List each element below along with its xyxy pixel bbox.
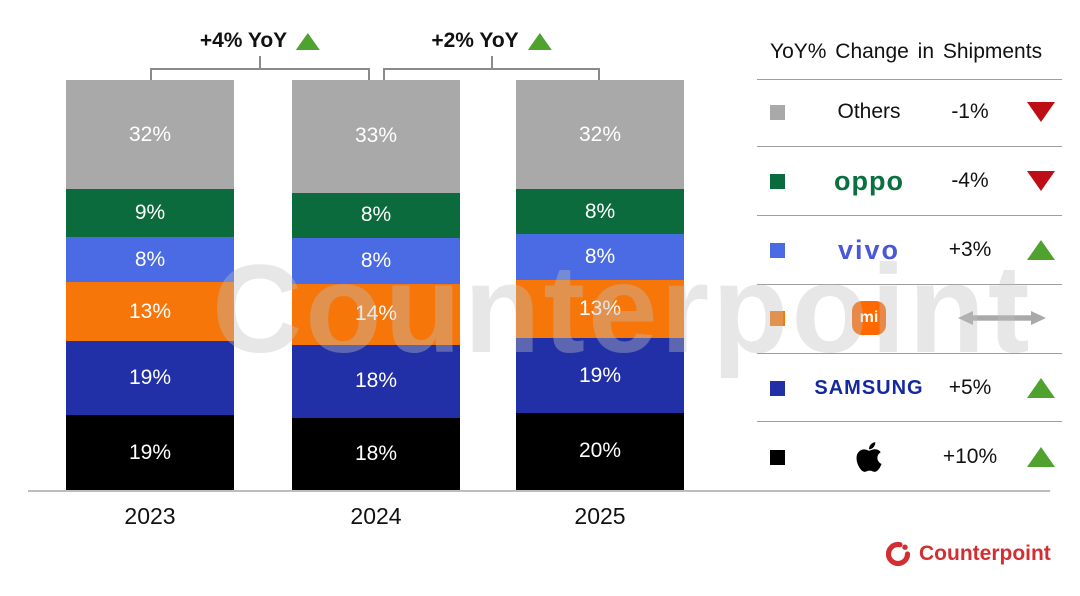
up-triangle-icon bbox=[1027, 378, 1055, 398]
down-triangle-icon bbox=[1027, 171, 1055, 191]
bar-2024: 33% 8% 8% 14% 18% 18% bbox=[292, 80, 460, 490]
segment-xiaomi-2023: 13% bbox=[66, 282, 234, 341]
segment-oppo-2023: 9% bbox=[66, 189, 234, 238]
others-color-swatch bbox=[770, 104, 785, 120]
counterpoint-c-icon bbox=[885, 541, 911, 567]
samsung-logo: SAMSUNG bbox=[814, 376, 924, 399]
yoy-bracket-tick bbox=[490, 56, 493, 69]
legend-divider bbox=[757, 79, 1062, 80]
yoy-change-label: +4% YoY bbox=[199, 29, 321, 53]
legend-divider bbox=[757, 146, 1062, 147]
up-triangle-icon bbox=[1027, 240, 1055, 260]
vivo-logo: vivo bbox=[837, 234, 901, 265]
bar-2025: 32% 8% 8% 13% 19% 20% bbox=[516, 80, 684, 491]
up-triangle-icon bbox=[1027, 447, 1055, 467]
up-triangle-icon bbox=[527, 32, 552, 50]
segment-vivo-2025: 8% bbox=[516, 234, 684, 280]
legend-divider bbox=[757, 421, 1062, 422]
apple-color-swatch bbox=[770, 449, 785, 465]
segment-apple-2024: 18% bbox=[292, 417, 460, 490]
legend-title: YoY% Change in Shipments bbox=[770, 40, 1043, 63]
segment-others-2023: 32% bbox=[66, 80, 234, 190]
yoy-bracket-tick bbox=[259, 56, 261, 69]
oppo-logo: oppo bbox=[834, 165, 904, 196]
legend-row-oppo: oppo -4% bbox=[757, 159, 1062, 203]
legend-row-samsung: SAMSUNG +5% bbox=[757, 366, 1062, 410]
legend-divider bbox=[757, 284, 1062, 285]
yoy-bracket bbox=[383, 68, 600, 80]
x-axis-label-2025: 2025 bbox=[574, 503, 626, 529]
segment-samsung-2023: 19% bbox=[66, 340, 234, 416]
legend-divider bbox=[757, 215, 1062, 216]
yoy-bracket bbox=[150, 68, 370, 80]
segment-others-2024: 33% bbox=[292, 80, 460, 193]
legend-row-apple: +10% bbox=[757, 435, 1062, 479]
yoy-change-label: +2% YoY bbox=[431, 29, 552, 53]
segment-oppo-2024: 8% bbox=[292, 192, 460, 239]
others-change-value: -1% bbox=[951, 100, 989, 123]
samsung-change-value: +5% bbox=[948, 376, 992, 399]
x-axis-label-2024: 2024 bbox=[350, 503, 402, 529]
x-axis-line bbox=[28, 490, 1050, 492]
x-axis-label-2023: 2023 bbox=[124, 503, 176, 529]
flat-double-arrow-icon bbox=[958, 311, 1046, 325]
up-triangle-icon bbox=[296, 32, 321, 50]
segment-xiaomi-2024: 14% bbox=[292, 283, 460, 346]
legend-row-vivo: vivo +3% bbox=[757, 228, 1062, 272]
vivo-change-value: +3% bbox=[948, 238, 992, 261]
xiaomi-color-swatch bbox=[770, 310, 785, 326]
down-triangle-icon bbox=[1027, 102, 1055, 122]
segment-oppo-2025: 8% bbox=[516, 189, 684, 235]
apple-logo-icon bbox=[856, 442, 882, 472]
segment-apple-2023: 19% bbox=[66, 415, 234, 491]
counterpoint-logo: Counterpoint bbox=[884, 540, 1051, 568]
samsung-color-swatch bbox=[770, 380, 785, 396]
segment-vivo-2024: 8% bbox=[292, 238, 460, 284]
counterpoint-wordmark: Counterpoint bbox=[919, 542, 1051, 565]
legend-divider bbox=[757, 353, 1062, 354]
vivo-color-swatch bbox=[770, 242, 785, 258]
segment-vivo-2023: 8% bbox=[66, 237, 234, 283]
segment-samsung-2024: 18% bbox=[292, 345, 460, 418]
bar-2023: 32% 9% 8% 13% 19% 19% bbox=[66, 80, 234, 491]
oppo-color-swatch bbox=[770, 173, 785, 189]
oppo-change-value: -4% bbox=[951, 169, 989, 192]
legend-row-xiaomi: mi bbox=[757, 296, 1062, 340]
segment-xiaomi-2025: 13% bbox=[516, 279, 684, 339]
others-label: Others bbox=[837, 100, 901, 123]
segment-samsung-2025: 19% bbox=[516, 338, 684, 413]
segment-apple-2025: 20% bbox=[516, 412, 684, 491]
yoy-change-text: +4% YoY bbox=[199, 29, 288, 52]
yoy-change-text: +2% YoY bbox=[431, 29, 519, 52]
apple-change-value: +10% bbox=[942, 445, 998, 468]
xiaomi-mi-logo: mi bbox=[852, 301, 886, 335]
legend-row-others: Others -1% bbox=[757, 90, 1062, 134]
segment-others-2025: 32% bbox=[516, 80, 684, 190]
